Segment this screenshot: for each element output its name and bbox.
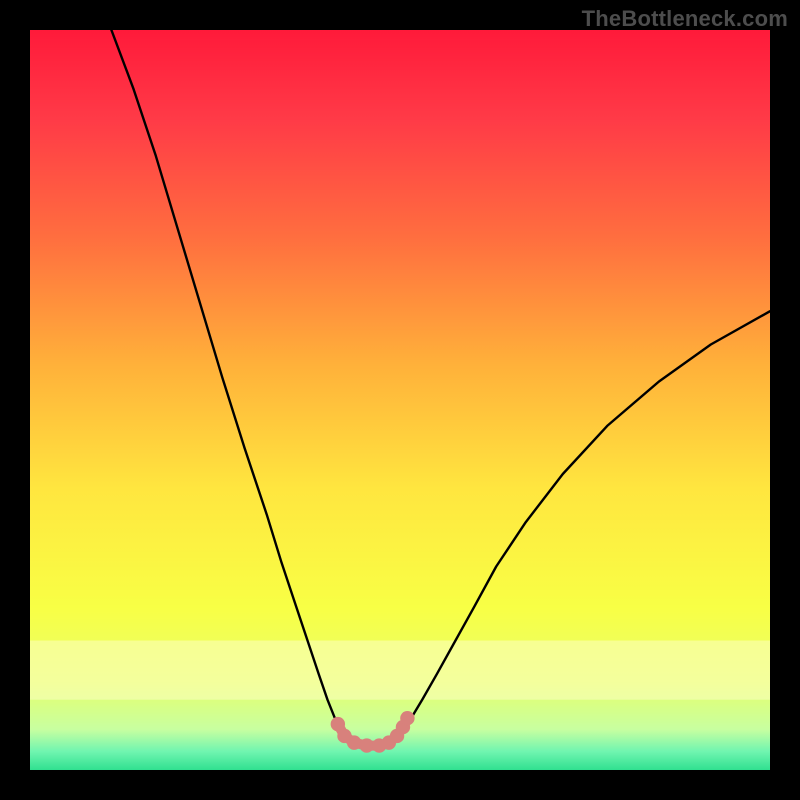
optimal-range-marker	[347, 735, 361, 749]
chart-svg	[30, 30, 770, 770]
optimal-range-marker	[400, 711, 414, 725]
highlight-band	[30, 641, 770, 700]
optimal-range-marker	[360, 738, 374, 752]
chart-frame: TheBottleneck.com	[0, 0, 800, 800]
watermark-text: TheBottleneck.com	[582, 6, 788, 32]
plot-area	[30, 30, 770, 770]
